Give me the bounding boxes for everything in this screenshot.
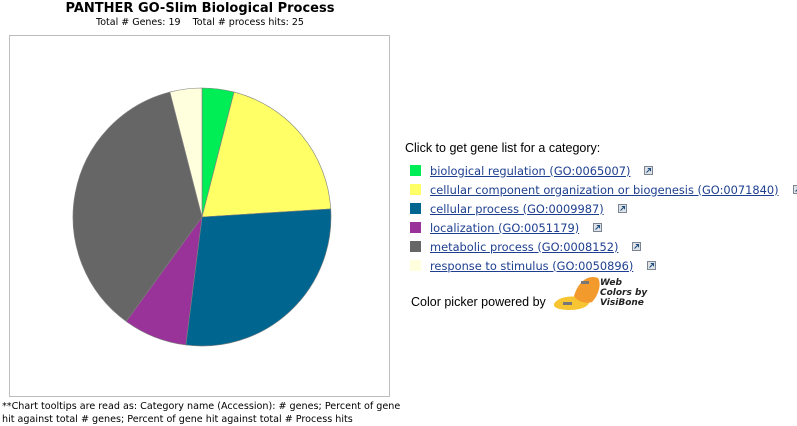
pie-slice-2[interactable] bbox=[201, 91, 332, 218]
legend-item: response to stimulus (GO:0050896) bbox=[405, 256, 797, 275]
chart-tooltip-note: **Chart tooltips are read as: Category n… bbox=[2, 401, 401, 425]
external-link-icon[interactable] bbox=[644, 166, 654, 175]
legend-heading: Click to get gene list for a category: bbox=[405, 141, 601, 155]
category-legend: Click to get gene list for a category: b… bbox=[405, 141, 797, 275]
pie-chart bbox=[72, 87, 332, 347]
legend-item: cellular process (GO:0009987) bbox=[405, 199, 797, 218]
legend-item: biological regulation (GO:0065007) bbox=[405, 161, 797, 180]
legend-list: biological regulation (GO:0065007) cellul… bbox=[405, 161, 797, 275]
visibone-logo-line3: VisiBone bbox=[600, 298, 644, 308]
pie-slice-6[interactable] bbox=[169, 87, 203, 218]
category-link[interactable]: localization (GO:0051179) bbox=[430, 220, 580, 235]
legend-item: localization (GO:0051179) bbox=[405, 218, 797, 237]
external-link-icon[interactable] bbox=[593, 223, 603, 232]
category-link[interactable]: biological regulation (GO:0065007) bbox=[430, 163, 631, 178]
legend-swatch bbox=[410, 165, 421, 176]
pie-slice-3[interactable] bbox=[185, 208, 332, 347]
legend-item: cellular component organization or bioge… bbox=[405, 180, 797, 199]
category-link[interactable]: response to stimulus (GO:0050896) bbox=[430, 258, 634, 273]
legend-swatch bbox=[410, 241, 421, 252]
external-link-icon[interactable] bbox=[647, 261, 657, 270]
pie-slice-5[interactable] bbox=[72, 91, 203, 322]
legend-item: metabolic process (GO:0008152) bbox=[405, 237, 797, 256]
visibone-logo-line1: Web bbox=[600, 278, 622, 288]
chart-subtitle: Total # Genes: 19 Total # process hits: … bbox=[96, 17, 304, 28]
external-link-icon[interactable] bbox=[632, 242, 642, 251]
color-picker-label: Color picker powered by bbox=[411, 295, 546, 309]
category-link[interactable]: cellular process (GO:0009987) bbox=[430, 201, 604, 216]
legend-swatch bbox=[410, 260, 421, 271]
visibone-logo-line2: Colors by bbox=[600, 288, 648, 298]
chart-title: PANTHER GO-Slim Biological Process bbox=[65, 1, 335, 16]
category-link[interactable]: metabolic process (GO:0008152) bbox=[430, 239, 619, 254]
category-link[interactable]: cellular component organization or bioge… bbox=[430, 182, 779, 197]
external-link-icon[interactable] bbox=[617, 204, 627, 213]
external-link-icon[interactable] bbox=[792, 185, 797, 194]
legend-swatch bbox=[410, 203, 421, 214]
chart-frame bbox=[9, 35, 390, 397]
color-picker-credit: Color picker powered by Web Colors by Vi… bbox=[411, 274, 797, 314]
visibone-logo[interactable]: Web Colors by VisiBone bbox=[552, 274, 652, 314]
legend-swatch bbox=[410, 184, 421, 195]
legend-swatch bbox=[410, 222, 421, 233]
